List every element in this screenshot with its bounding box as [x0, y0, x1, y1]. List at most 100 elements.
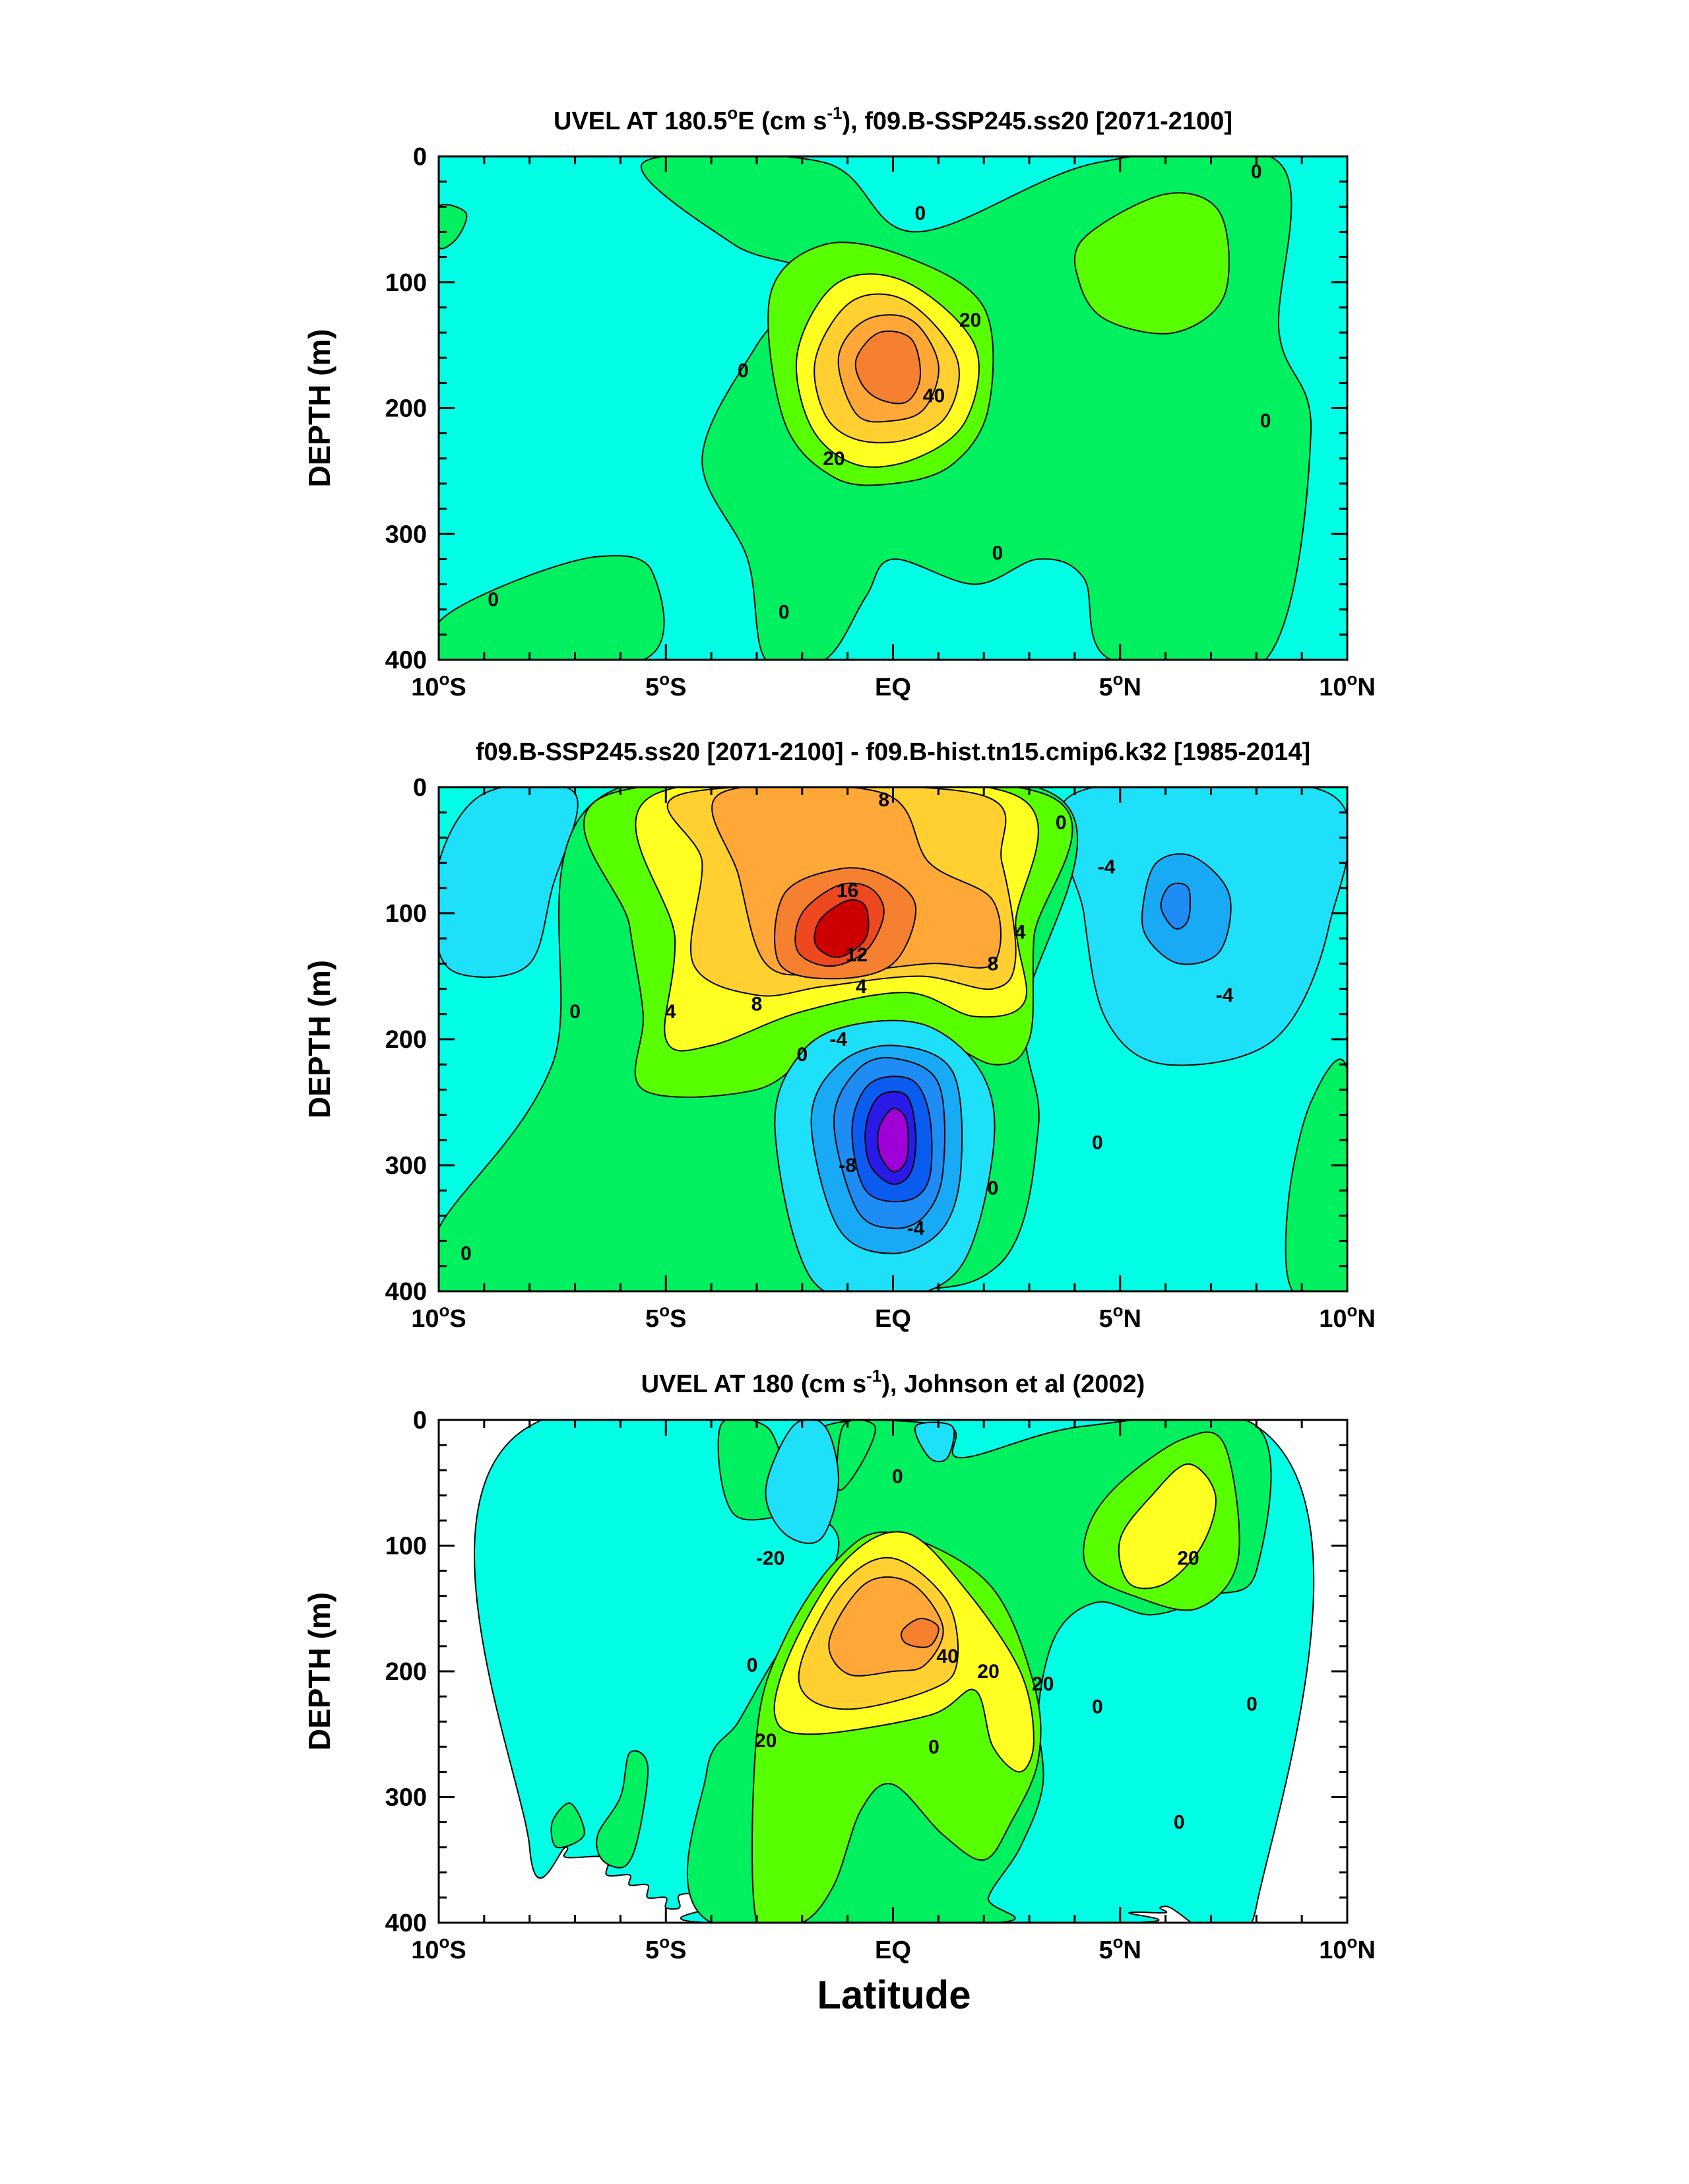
y-tick-label: 200 [385, 395, 427, 423]
contour-region-4 [1285, 1058, 1347, 1291]
y-tick-label: 400 [385, 647, 427, 674]
y-tick-label: 0 [413, 1407, 427, 1434]
x-tick-label: EQ [875, 674, 911, 701]
contour-label: 20 [755, 1730, 777, 1752]
contour-label: 0 [796, 1044, 808, 1066]
contour-label: 0 [892, 1466, 903, 1488]
contour-label: -4 [1098, 856, 1116, 878]
contour-label: 0 [914, 203, 926, 224]
x-tick-label: 10oN [1319, 669, 1376, 701]
contour-label: 12 [846, 944, 868, 966]
contour-label: -4 [830, 1029, 848, 1050]
x-tick-label: 10oS [411, 669, 466, 701]
contour-region-5 [1073, 192, 1230, 335]
contour-label: 0 [461, 1243, 472, 1265]
contour-region-12 [828, 1576, 944, 1677]
x-axis-label: Latitude [817, 1973, 971, 2017]
contour-label: 8 [751, 994, 763, 1015]
contour-label: 0 [779, 602, 790, 624]
panel-title: UVEL AT 180.5oE (cm s-1), f09.B-SSP245.s… [554, 103, 1232, 135]
contour-label: 0 [1260, 410, 1271, 432]
contour-region-11 [813, 899, 870, 958]
x-tick-label: 5oS [645, 1932, 686, 1964]
contour-region-10 [1118, 1463, 1217, 1590]
contour-label: -8 [839, 1155, 856, 1176]
contour-region-14 [765, 1420, 839, 1544]
contour-label: -4 [1216, 984, 1234, 1006]
x-tick-label: 5oN [1099, 1932, 1141, 1964]
x-tick-label: 5oS [645, 1301, 686, 1333]
y-tick-label: 0 [413, 774, 427, 802]
contour-label: 16 [837, 880, 858, 902]
contour-label: 0 [1246, 1694, 1258, 1716]
contour-label: 20 [977, 1661, 999, 1683]
contour-region-17 [1160, 882, 1192, 930]
x-tick-label: 10oS [411, 1932, 466, 1964]
contour-label: -20 [756, 1548, 784, 1570]
x-tick-label: 5oS [645, 669, 686, 701]
contour-region-9 [854, 330, 921, 404]
y-tick-label: 100 [385, 269, 427, 297]
y-tick-label: 300 [385, 1784, 427, 1812]
panel-title: UVEL AT 180 (cm s-1), Johnson et al (200… [641, 1366, 1145, 1398]
contour-label: 20 [959, 309, 981, 331]
contour-label: 0 [928, 1736, 940, 1758]
contour-field: 0 0 20 0 40 0 20 0 0 0 [439, 156, 1347, 660]
contour-label: 20 [1177, 1548, 1199, 1570]
y-tick-label: 200 [385, 1658, 427, 1686]
y-tick-label: 100 [385, 1533, 427, 1560]
x-tick-label: EQ [875, 1305, 911, 1333]
y-tick-label: 0 [413, 143, 427, 171]
y-axis-label: DEPTH (m) [302, 960, 336, 1118]
contour-label: 0 [747, 1654, 758, 1676]
y-tick-label: 200 [385, 1026, 427, 1054]
contour-label: 4 [1015, 922, 1026, 944]
panel-title: f09.B-SSP245.ss20 [2071-2100] - f09.B-hi… [476, 738, 1310, 766]
contour-label: 0 [1174, 1812, 1185, 1834]
contour-label: 40 [936, 1646, 958, 1667]
y-tick-label: 300 [385, 1152, 427, 1180]
contour-label: 0 [488, 589, 499, 610]
contour-label: 0 [1092, 1132, 1103, 1154]
y-axis-label: DEPTH (m) [302, 329, 336, 487]
y-tick-label: 400 [385, 1278, 427, 1306]
x-tick-label: EQ [875, 1937, 911, 1964]
contour-label: 0 [1056, 812, 1067, 833]
contour-label: -4 [907, 1218, 925, 1240]
contour-label: 8 [988, 953, 999, 975]
y-axis-label: DEPTH (m) [302, 1592, 336, 1750]
x-tick-label: 10oS [411, 1301, 466, 1333]
contour-label: 20 [823, 448, 844, 470]
contour-region-3 [550, 1802, 585, 1849]
contour-field: 0 -20 20 40 0 20 20 0 0 20 0 0 [439, 1420, 1347, 1923]
x-tick-label: 10oN [1319, 1932, 1376, 1964]
contour-region-3 [439, 555, 665, 660]
y-tick-label: 300 [385, 521, 427, 548]
contour-label: 4 [665, 1001, 676, 1023]
contour-label: 4 [856, 976, 867, 998]
contour-region-1 [439, 204, 468, 249]
x-tick-label: 5oN [1099, 1301, 1141, 1333]
contour-label: 20 [1032, 1673, 1054, 1695]
contour-region-4 [596, 1750, 649, 1869]
contour-label: 40 [923, 385, 945, 406]
contour-label: 0 [1251, 161, 1262, 183]
y-tick-label: 100 [385, 900, 427, 928]
contour-region-19 [877, 1107, 909, 1172]
contour-label: 8 [878, 789, 889, 811]
contour-label: 0 [992, 542, 1004, 564]
contour-label: 0 [569, 1001, 581, 1023]
x-tick-label: 5oN [1099, 669, 1141, 701]
x-tick-label: 10oN [1319, 1301, 1376, 1333]
contour-label: 0 [738, 360, 749, 381]
y-tick-label: 400 [385, 1910, 427, 1937]
contour-label: 0 [1092, 1696, 1103, 1718]
contour-region-13 [900, 1617, 940, 1648]
contour-region-15 [914, 1421, 955, 1463]
contour-label: 0 [988, 1177, 999, 1199]
